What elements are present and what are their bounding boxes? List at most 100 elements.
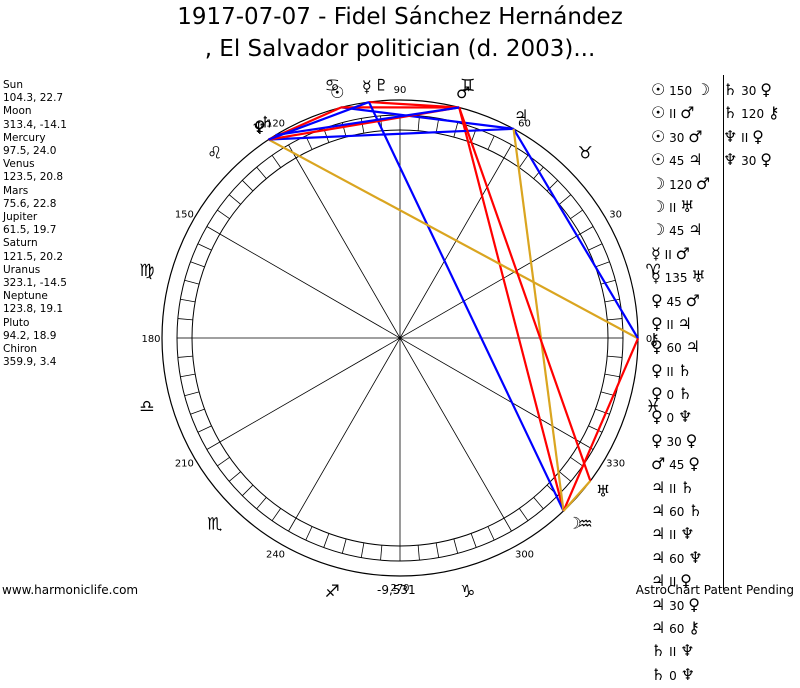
tick-mark bbox=[488, 136, 494, 150]
aspect-row: ☽ II ♅ bbox=[651, 195, 800, 218]
degree-label: 150 bbox=[175, 210, 194, 221]
planet-glyph-neptune: ♆ bbox=[252, 118, 266, 137]
aspect-entry: ♃ 60 ⚷ bbox=[651, 616, 723, 641]
aspect-row: ♀ 0 ♆ bbox=[651, 405, 800, 428]
tick-mark bbox=[306, 527, 312, 541]
tick-mark bbox=[454, 123, 458, 137]
tick-mark bbox=[178, 356, 193, 357]
planet-glyph-pluto: ♇ bbox=[374, 76, 388, 95]
aspect-row: ♀ 0 ♄ bbox=[651, 382, 800, 405]
tick-mark bbox=[504, 518, 512, 531]
tick-mark bbox=[436, 543, 439, 558]
tick-mark bbox=[257, 497, 267, 508]
tick-mark bbox=[559, 195, 570, 205]
aspect-entry: ♀ 60 ♃ bbox=[651, 335, 723, 360]
aspect-entry: ♃ II ♄ bbox=[651, 476, 723, 501]
aspect-entry: ♄ 30 ♀ bbox=[723, 78, 798, 103]
aspect-entry: ♄ 0 ♆ bbox=[651, 663, 723, 688]
aspect-entry: ☉ 30 ♂ bbox=[651, 125, 723, 150]
tick-mark bbox=[178, 319, 193, 320]
tick-mark bbox=[185, 392, 199, 396]
aspect-row: ♃ 60 ♄ bbox=[651, 499, 800, 522]
tick-mark bbox=[519, 155, 528, 167]
planet-glyph-uranus: ♅ bbox=[596, 482, 610, 501]
aspect-entry: ♄ 120 ⚷ bbox=[723, 101, 798, 126]
tick-mark bbox=[207, 442, 220, 450]
planet-glyph-mercury: ☿ bbox=[362, 77, 372, 96]
tick-mark bbox=[272, 508, 281, 520]
aspect-row: ♀ 30 ♀ bbox=[651, 429, 800, 452]
aspect-entry: ♃ 60 ♄ bbox=[651, 499, 723, 524]
chart-score: -9,531 bbox=[377, 583, 416, 597]
tick-mark bbox=[180, 374, 195, 377]
sign-glyph: ♉ bbox=[578, 144, 593, 164]
tick-mark bbox=[471, 533, 476, 547]
aspect-entry: ♆ II ♀ bbox=[723, 125, 798, 150]
planet-glyph-sun: ☉ bbox=[330, 83, 344, 102]
aspect-row: ♀ II ♄ bbox=[651, 359, 800, 382]
aspect-row: ♀ 60 ♃ bbox=[651, 335, 800, 358]
degree-label: 240 bbox=[266, 550, 285, 561]
tick-mark bbox=[272, 155, 281, 167]
aspect-entry: ♄ II ♆ bbox=[651, 639, 723, 664]
aspect-grid-divider bbox=[723, 75, 724, 590]
aspect-entry: ☽ 120 ♂ bbox=[651, 172, 723, 197]
aspect-line bbox=[514, 129, 564, 511]
aspect-row: ♃ II ♆ bbox=[651, 522, 800, 545]
aspect-entry: ♂ 45 ♀ bbox=[651, 452, 723, 477]
aspect-entry: ☉ 150 ☽ bbox=[651, 78, 723, 103]
tick-mark bbox=[595, 262, 609, 267]
tick-mark bbox=[217, 457, 229, 466]
planet-glyph-mars: ♂ bbox=[456, 83, 470, 102]
tick-mark bbox=[324, 533, 329, 547]
planet-glyph-jupiter: ♃ bbox=[514, 106, 528, 125]
tick-mark bbox=[361, 543, 364, 558]
tick-mark bbox=[198, 244, 212, 250]
tick-mark bbox=[342, 539, 346, 553]
tick-mark bbox=[257, 167, 267, 178]
aspect-row: ☿ 135 ♅ bbox=[651, 265, 800, 288]
website-link[interactable]: www.harmoniclife.com bbox=[2, 583, 138, 597]
aspect-entry: ♆ 30 ♀ bbox=[723, 148, 798, 173]
tick-mark bbox=[381, 545, 382, 560]
tick-mark bbox=[217, 210, 229, 219]
tick-mark bbox=[229, 472, 240, 482]
sign-glyph: ♌ bbox=[207, 144, 222, 164]
tick-mark bbox=[488, 527, 494, 541]
tick-mark bbox=[570, 457, 582, 466]
aspect-row: ☿ II ♂ bbox=[651, 242, 800, 265]
tick-mark bbox=[436, 118, 439, 133]
tick-mark bbox=[589, 244, 603, 250]
aspect-row: ♄ II ♆ bbox=[651, 639, 800, 662]
aspect-entry: ☿ 135 ♅ bbox=[651, 265, 723, 290]
tick-mark bbox=[190, 262, 204, 267]
aspect-entry: ♀ II ♃ bbox=[651, 312, 723, 337]
tick-mark bbox=[190, 409, 204, 414]
tick-mark bbox=[605, 299, 620, 302]
planet-glyph-moon: ☽ bbox=[567, 514, 581, 533]
aspect-entry: ♀ 45 ♂ bbox=[651, 289, 723, 314]
degree-label: 330 bbox=[606, 459, 625, 470]
aspect-line bbox=[341, 107, 513, 128]
aspect-entry: ♀ 0 ♆ bbox=[651, 405, 723, 430]
aspect-row: ♃ 60 ⚷ bbox=[651, 616, 800, 639]
tick-mark bbox=[607, 319, 622, 320]
aspect-row: ♀ 45 ♂ bbox=[651, 289, 800, 312]
tick-mark bbox=[454, 539, 458, 553]
tick-mark bbox=[607, 356, 622, 357]
sign-glyph: ♑ bbox=[460, 582, 475, 600]
degree-label: 300 bbox=[515, 550, 534, 561]
aspect-row: ☉ II ♂♄ 120 ⚷ bbox=[651, 101, 800, 124]
degree-label: 90 bbox=[394, 85, 407, 96]
aspect-entry: ♃ 60 ♆ bbox=[651, 546, 723, 571]
aspect-line bbox=[459, 107, 590, 480]
aspect-row: ♃ II ♄ bbox=[651, 476, 800, 499]
tick-mark bbox=[242, 485, 253, 496]
sign-glyph: ♍ bbox=[139, 261, 154, 281]
aspect-row: ☉ 150 ☽♄ 30 ♀ bbox=[651, 78, 800, 101]
tick-mark bbox=[418, 545, 419, 560]
aspect-entry: ♀ II ♄ bbox=[651, 359, 723, 384]
tick-mark bbox=[242, 180, 253, 191]
aspect-entry: ☽ II ♅ bbox=[651, 195, 723, 220]
tick-mark bbox=[289, 518, 297, 531]
